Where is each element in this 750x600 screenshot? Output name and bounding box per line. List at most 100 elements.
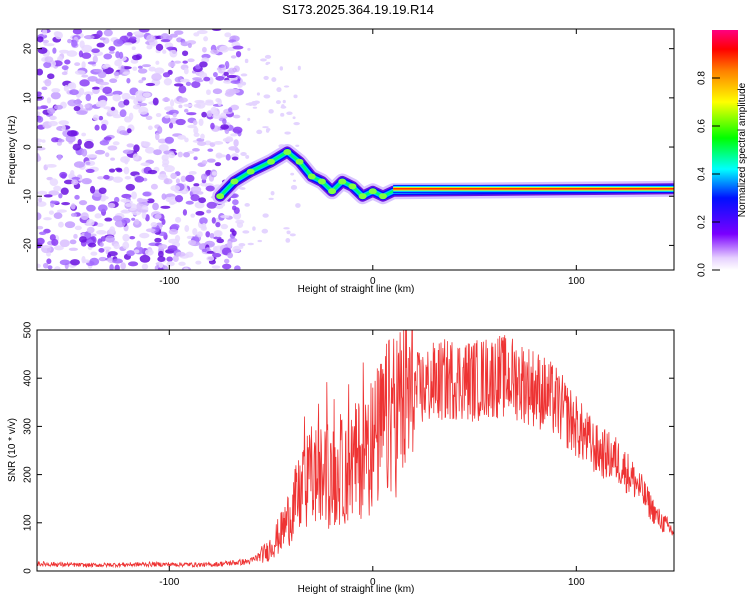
noise-speckle [61, 71, 68, 76]
noise-speckle [85, 168, 95, 173]
noise-speckle [212, 113, 222, 119]
noise-speckle [198, 197, 207, 204]
noise-speckle [76, 110, 88, 115]
noise-speckle [213, 141, 224, 145]
noise-speckle [98, 187, 107, 194]
noise-speckle [234, 265, 241, 270]
noise-speckle [201, 160, 208, 165]
noise-speckle [239, 187, 246, 190]
noise-speckle [81, 255, 86, 264]
noise-speckle [103, 174, 110, 180]
noise-speckle [120, 65, 125, 73]
noise-speckle [83, 91, 94, 96]
noise-speckle [37, 147, 46, 151]
noise-speckle [119, 130, 128, 135]
noise-speckle [232, 126, 243, 134]
noise-speckle [224, 258, 230, 264]
noise-speckle [295, 144, 300, 147]
noise-speckle [78, 87, 85, 96]
noise-speckle [124, 175, 132, 180]
noise-speckle [297, 65, 301, 71]
noise-speckle [126, 128, 132, 134]
track-peak [267, 158, 276, 165]
noise-speckle [83, 35, 95, 40]
noise-speckle [230, 104, 240, 111]
colorbar-tick-label: 0.0 [697, 263, 708, 277]
noise-speckle [211, 171, 218, 176]
noise-speckle [91, 86, 100, 90]
noise-speckle [180, 78, 190, 83]
noise-speckle [245, 154, 250, 159]
noise-speckle [182, 60, 188, 64]
noise-speckle [279, 66, 284, 71]
noise-speckle [276, 87, 282, 93]
track-peak [338, 178, 347, 185]
noise-speckle [268, 197, 274, 201]
noise-speckle [72, 143, 82, 151]
noise-speckle [199, 217, 208, 225]
noise-speckle [162, 49, 167, 54]
noise-speckle [150, 222, 158, 228]
noise-speckle [187, 124, 197, 129]
noise-speckle [67, 82, 75, 89]
noise-speckle [290, 172, 295, 176]
noise-speckle [195, 260, 202, 265]
noise-speckle [154, 237, 162, 243]
noise-speckle [54, 266, 61, 270]
noise-speckle [74, 62, 81, 67]
colorbar-tick-label: 0.6 [697, 119, 708, 133]
noise-speckle [126, 143, 135, 148]
noise-speckle [190, 194, 200, 202]
noise-speckle [195, 210, 205, 216]
noise-speckle [37, 115, 44, 123]
noise-speckle [99, 140, 110, 146]
track-peak [368, 188, 377, 195]
noise-speckle [53, 212, 63, 220]
noise-speckle [263, 94, 271, 99]
snr-axes: -100 0 100 0 100 200 300 400 500 [23, 321, 674, 588]
noise-speckle [289, 233, 296, 237]
noise-speckle [183, 103, 193, 108]
noise-speckle [70, 170, 75, 176]
noise-speckle [286, 111, 293, 115]
noise-speckle [48, 190, 60, 196]
noise-speckle [81, 148, 88, 157]
noise-speckle [154, 213, 162, 220]
noise-speckle [47, 73, 55, 80]
noise-speckle [120, 156, 130, 163]
noise-speckle [244, 203, 250, 207]
noise-speckle [235, 50, 242, 58]
noise-speckle [50, 200, 60, 204]
noise-speckle [160, 39, 171, 43]
noise-speckle [285, 238, 291, 243]
noise-speckle [281, 104, 285, 109]
track-peak [246, 168, 255, 175]
noise-speckle [247, 47, 251, 51]
noise-speckle [168, 61, 176, 68]
noise-speckle [175, 178, 180, 184]
noise-speckle [65, 134, 76, 143]
noise-speckle [37, 190, 48, 195]
noise-speckle [210, 106, 218, 114]
noise-speckle [233, 139, 239, 147]
noise-speckle [37, 111, 41, 116]
noise-speckle [145, 115, 153, 120]
x-tick-label: 0 [370, 276, 376, 287]
noise-speckle [54, 245, 64, 251]
noise-speckle [187, 240, 197, 246]
noise-speckle [172, 113, 177, 118]
noise-speckle [59, 171, 68, 179]
noise-speckle [233, 211, 242, 220]
noise-speckle [89, 185, 96, 194]
noise-speckle [37, 138, 43, 143]
noise-speckle [123, 42, 133, 46]
noise-speckle [108, 46, 116, 52]
noise-speckle [190, 213, 196, 218]
noise-speckle [84, 103, 91, 109]
noise-speckle [121, 209, 129, 214]
noise-speckle [134, 218, 140, 225]
noise-speckle [222, 118, 227, 125]
noise-speckle [133, 249, 140, 254]
noise-speckle [59, 259, 71, 266]
noise-speckle [116, 168, 123, 173]
